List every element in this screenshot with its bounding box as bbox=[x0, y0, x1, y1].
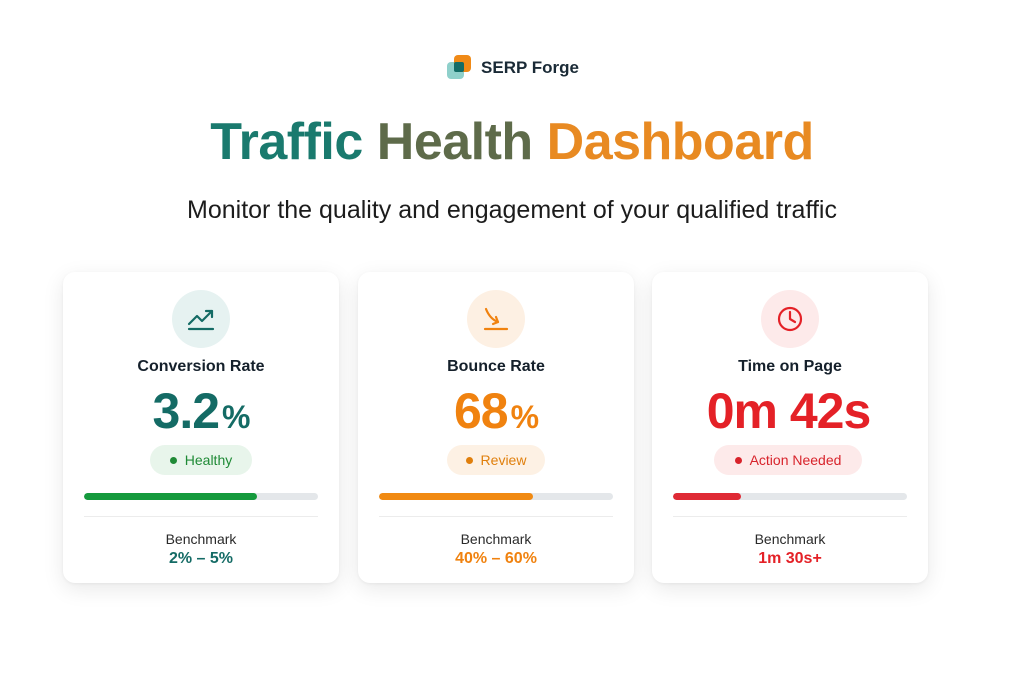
metric-number: 3.2 bbox=[152, 383, 221, 439]
arrow-down-right-icon bbox=[467, 290, 525, 348]
benchmark-value: 40% – 60% bbox=[455, 550, 537, 567]
divider bbox=[673, 516, 907, 517]
progress-bar bbox=[673, 493, 907, 500]
metric-card-bounce-rate: Bounce Rate 68% Review Benchmark 40% – 6… bbox=[358, 272, 634, 583]
serp-forge-logo-icon bbox=[445, 54, 473, 82]
divider bbox=[84, 516, 318, 517]
status-dot-icon bbox=[734, 456, 742, 464]
benchmark-label: Benchmark bbox=[165, 531, 237, 547]
status-dot-icon bbox=[169, 456, 177, 464]
page-title: Traffic Health Dashboard bbox=[0, 112, 1024, 172]
divider bbox=[379, 516, 613, 517]
title-word-3: Dashboard bbox=[546, 113, 815, 171]
benchmark-value: 2% – 5% bbox=[168, 550, 234, 567]
benchmark-value: 1m 30s+ bbox=[758, 550, 822, 567]
card-label: Bounce Rate bbox=[447, 358, 545, 375]
metric-card-conversion-rate: Conversion Rate 3.2% Healthy Benchmark 2… bbox=[63, 272, 339, 583]
status-text: Action Needed bbox=[749, 452, 842, 468]
status-badge: Review bbox=[447, 445, 545, 475]
page-subtitle: Monitor the quality and engagement of yo… bbox=[187, 196, 837, 224]
status-text: Healthy bbox=[184, 452, 233, 468]
benchmark-label: Benchmark bbox=[460, 531, 532, 547]
progress-bar bbox=[84, 493, 318, 500]
progress-fill bbox=[673, 493, 741, 500]
metric-unit: % bbox=[222, 399, 250, 435]
title-word-1: Traffic bbox=[210, 113, 363, 171]
status-dot-icon bbox=[465, 456, 473, 464]
metric-value: 0m 42s bbox=[652, 382, 928, 440]
benchmark-label: Benchmark bbox=[754, 531, 826, 547]
trending-up-icon bbox=[172, 290, 230, 348]
status-text: Review bbox=[480, 452, 527, 468]
metric-number: 68 bbox=[453, 383, 509, 439]
metric-card-time-on-page: Time on Page 0m 42s Action Needed Benchm… bbox=[652, 272, 928, 583]
metric-value: 3.2% bbox=[63, 382, 339, 440]
status-badge: Healthy bbox=[150, 445, 252, 475]
brand-name: SERP Forge bbox=[481, 58, 579, 77]
clock-icon bbox=[761, 290, 819, 348]
progress-fill bbox=[84, 493, 258, 500]
card-label: Time on Page bbox=[738, 358, 842, 375]
metric-value: 68% bbox=[358, 382, 634, 440]
title-word-2: Health bbox=[376, 113, 533, 171]
card-label: Conversion Rate bbox=[137, 358, 265, 375]
metric-unit: % bbox=[510, 399, 539, 435]
progress-bar bbox=[379, 493, 613, 500]
metric-number: 0m 42s bbox=[706, 383, 872, 439]
brand: SERP Forge bbox=[0, 54, 1024, 82]
status-badge: Action Needed bbox=[714, 445, 862, 475]
progress-fill bbox=[379, 493, 534, 500]
